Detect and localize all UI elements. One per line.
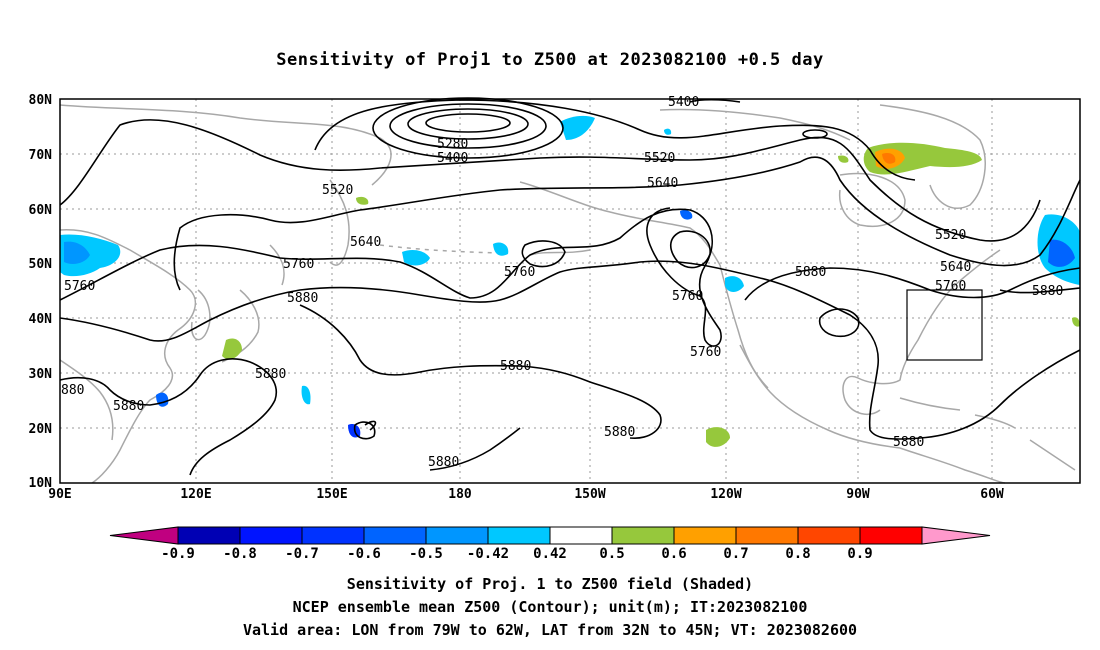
contour-label: 5880 (428, 455, 459, 470)
shade-green-patch-5 (1072, 317, 1080, 327)
colorbar-tick-label: 0.7 (723, 546, 748, 562)
footer-line-1: Sensitivity of Proj. 1 to Z500 field (Sh… (346, 575, 754, 593)
shade-blue-patch-1 (402, 250, 430, 266)
contour-label: 5880 (795, 265, 826, 280)
y-tick-label: 70N (29, 148, 53, 163)
contour-label: 5880 (255, 367, 286, 382)
contour-label: 5880 (1032, 284, 1063, 299)
contour-label: 5640 (940, 260, 971, 275)
sensitivity-shading (60, 115, 1080, 447)
contour-label: 5880 (113, 399, 144, 414)
footer-line-2: NCEP ensemble mean Z500 (Contour); unit(… (292, 598, 808, 616)
shade-darkorange-hudson (882, 152, 896, 164)
z500-contours (59, 97, 1081, 476)
colorbar-tick-label: -0.9 (161, 546, 195, 562)
contour-label: 5400 (668, 95, 699, 110)
colorbar-tick-label: -0.6 (347, 546, 381, 562)
x-tick-label: 150W (574, 487, 605, 502)
x-tick-label: 180 (448, 487, 472, 502)
colorbar-swatch (425, 526, 489, 545)
contour-label: 5880 (500, 359, 531, 374)
shade-blue-north (560, 115, 595, 140)
y-tick-label: 50N (29, 257, 53, 272)
coastlines (59, 104, 1079, 484)
x-tick-label: 120E (180, 487, 211, 502)
plot-frame (59, 98, 1081, 484)
y-tick-label: 10N (29, 476, 53, 491)
shade-blue-right-core (1048, 239, 1075, 267)
colorbar-swatch (673, 526, 737, 545)
contour-label: 880 (61, 383, 84, 398)
contour-label: 5760 (935, 279, 966, 294)
footer-line-3: Valid area: LON from 79W to 62W, LAT fro… (242, 621, 858, 639)
colorbar-swatch (611, 526, 675, 545)
validation-box (906, 289, 983, 361)
x-tick-label: 150E (316, 487, 347, 502)
colorbar-swatch (301, 526, 365, 545)
shade-green-patch-1 (222, 338, 242, 360)
contour-label: 5400 (437, 151, 468, 166)
colorbar-tick-label: -0.42 (467, 546, 509, 562)
colorbar-swatch (859, 526, 923, 545)
colorbar-swatch (549, 526, 613, 545)
colorbar-tick-label: -0.8 (223, 546, 257, 562)
x-tick-label: 90W (846, 487, 870, 502)
colorbar-swatch (797, 526, 861, 545)
x-axis-labels: 90E 120E 150E 180 150W 120W 90W 60W (48, 487, 1004, 502)
contour-label: 5880 (287, 291, 318, 306)
contour-label: 5760 (672, 289, 703, 304)
shade-blue-patch-8 (664, 128, 672, 135)
contour-label-group: 5400 5280 5400 5520 5520 5640 5640 5760 … (61, 95, 1063, 470)
shade-blue-patch-4 (725, 276, 744, 292)
colorbar-tick-label: 0.6 (661, 546, 686, 562)
contour-label: 5640 (350, 235, 381, 250)
x-tick-label: 60W (980, 487, 1004, 502)
y-tick-label: 80N (29, 93, 53, 108)
contour-label: 5520 (322, 183, 353, 198)
y-tick-label: 40N (29, 312, 53, 327)
colorbar-swatch (735, 526, 799, 545)
colorbar-swatch (177, 526, 241, 545)
shade-green-patch-4 (838, 155, 849, 163)
colorbar-extend-low (109, 526, 179, 545)
map-title: Sensitivity of Proj1 to Z500 at 20230821… (276, 50, 824, 70)
contour-label: 5760 (690, 345, 721, 360)
contour-label: 5760 (64, 279, 95, 294)
grid-lines (60, 99, 1080, 483)
colorbar-tick-label: 0.8 (785, 546, 810, 562)
shade-blue-patch-3 (680, 209, 693, 220)
colorbar-swatch (487, 526, 551, 545)
y-tick-label: 20N (29, 422, 53, 437)
shade-green-patch-2 (356, 196, 369, 205)
x-tick-label: 90E (48, 487, 71, 502)
colorbar-swatch (363, 526, 427, 545)
contour-label: 5520 (935, 228, 966, 243)
contour-label: 5760 (504, 265, 535, 280)
contour-label: 5880 (604, 425, 635, 440)
shade-green-patch-3 (706, 427, 730, 447)
colorbar-tick-label: -0.7 (285, 546, 319, 562)
shade-blue-left-core (64, 241, 90, 264)
contour-label: 5640 (647, 176, 678, 191)
contour-label: 5760 (283, 257, 314, 272)
colorbar-tick-label: 0.42 (533, 546, 567, 562)
colorbar-swatch (239, 526, 303, 545)
y-axis-labels: 80N 70N 60N 50N 40N 30N 20N 10N (29, 93, 53, 491)
colorbar: -0.9 -0.8 -0.7 -0.6 -0.5 -0.42 0.42 0.5 0.6 0.7 0.… (109, 526, 991, 562)
shade-blue-patch-6 (301, 385, 311, 405)
x-tick-label: 120W (710, 487, 741, 502)
contour-label: 5880 (893, 435, 924, 450)
shade-blue-patch-2 (493, 242, 509, 256)
y-tick-label: 30N (29, 367, 53, 382)
colorbar-tick-label: 0.9 (847, 546, 872, 562)
y-tick-label: 60N (29, 203, 53, 218)
colorbar-tick-label: 0.5 (599, 546, 624, 562)
colorbar-tick-label: -0.5 (409, 546, 443, 562)
contour-label: 5520 (644, 151, 675, 166)
contour-label: 5280 (437, 137, 468, 152)
colorbar-extend-high (921, 526, 991, 545)
